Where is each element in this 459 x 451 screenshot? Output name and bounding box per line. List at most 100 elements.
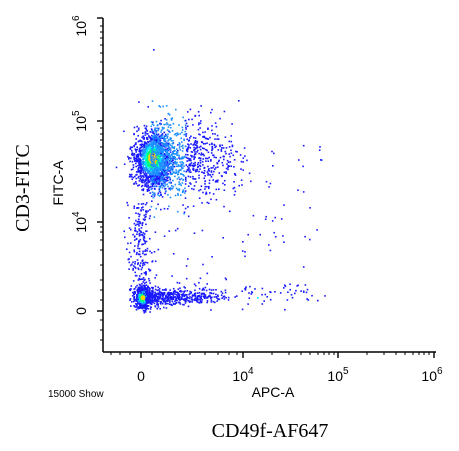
event-dot bbox=[145, 299, 147, 301]
event-dot bbox=[186, 148, 189, 151]
event-dot bbox=[172, 167, 174, 170]
event-dot bbox=[157, 296, 160, 298]
event-dot bbox=[186, 160, 188, 162]
event-dot bbox=[136, 207, 138, 209]
event-dot bbox=[146, 157, 149, 159]
event-dot bbox=[151, 191, 154, 193]
event-dot bbox=[146, 178, 149, 180]
event-dot bbox=[147, 305, 149, 307]
event-dot bbox=[142, 148, 145, 150]
event-dot bbox=[228, 146, 231, 148]
event-dot bbox=[215, 156, 217, 159]
event-dot bbox=[148, 289, 150, 292]
event-dot bbox=[220, 148, 223, 151]
event-dot bbox=[162, 157, 165, 160]
event-dot bbox=[143, 310, 146, 312]
event-dot bbox=[197, 295, 200, 297]
event-dot bbox=[205, 157, 207, 160]
event-dot bbox=[152, 148, 155, 151]
event-dot bbox=[152, 177, 155, 179]
event-dot bbox=[272, 165, 274, 167]
event-dot bbox=[181, 158, 183, 160]
event-dot bbox=[320, 159, 323, 161]
event-dot bbox=[138, 167, 140, 169]
event-dot bbox=[186, 165, 189, 168]
event-dot bbox=[137, 127, 140, 130]
event-dot bbox=[157, 286, 159, 289]
event-dot bbox=[213, 156, 216, 158]
event-dot bbox=[203, 177, 205, 180]
event-dot bbox=[197, 163, 199, 166]
event-dot bbox=[145, 288, 147, 290]
event-dot bbox=[150, 252, 153, 254]
event-dot bbox=[155, 138, 157, 141]
event-dot bbox=[133, 239, 136, 241]
event-dot bbox=[183, 295, 186, 297]
event-dot bbox=[201, 171, 203, 173]
event-dot bbox=[177, 288, 180, 290]
event-dot bbox=[183, 170, 185, 172]
event-dot bbox=[207, 296, 209, 298]
event-dot bbox=[152, 182, 154, 185]
event-dot bbox=[170, 119, 173, 121]
event-dot bbox=[141, 222, 144, 225]
event-dot bbox=[168, 187, 170, 190]
event-dot bbox=[140, 291, 143, 293]
event-dot bbox=[147, 143, 150, 146]
event-dot bbox=[185, 153, 187, 156]
event-dot bbox=[181, 167, 183, 170]
event-dot bbox=[283, 204, 285, 206]
event-dot bbox=[161, 142, 163, 144]
event-dot bbox=[159, 168, 161, 170]
event-dot bbox=[140, 146, 143, 149]
event-dot bbox=[160, 148, 162, 150]
event-dot bbox=[148, 162, 150, 164]
event-dot bbox=[146, 136, 148, 139]
event-dot bbox=[150, 300, 153, 303]
event-dot bbox=[165, 154, 167, 157]
event-dot bbox=[150, 155, 153, 158]
event-dot bbox=[135, 212, 137, 214]
event-dot bbox=[153, 161, 155, 163]
event-dot bbox=[248, 292, 250, 294]
event-dot bbox=[147, 210, 149, 212]
event-dot bbox=[130, 264, 132, 267]
event-dot bbox=[149, 160, 152, 163]
event-dot bbox=[199, 122, 202, 125]
event-dot bbox=[135, 286, 137, 288]
event-dot bbox=[169, 178, 172, 181]
event-dot bbox=[164, 135, 167, 138]
event-dot bbox=[146, 305, 148, 308]
event-dot bbox=[139, 172, 142, 175]
event-dot bbox=[150, 161, 152, 164]
event-dot bbox=[302, 266, 305, 268]
event-dot bbox=[135, 300, 138, 302]
event-dot bbox=[223, 295, 226, 298]
event-dot bbox=[146, 202, 148, 204]
event-dot bbox=[150, 140, 153, 142]
event-dot bbox=[130, 288, 132, 290]
event-dot bbox=[140, 289, 143, 292]
event-dot bbox=[165, 145, 167, 148]
event-dot bbox=[186, 297, 188, 299]
event-dot bbox=[143, 279, 145, 282]
event-dot bbox=[185, 128, 187, 130]
event-dot bbox=[126, 201, 128, 204]
event-dot bbox=[302, 165, 304, 168]
event-dot bbox=[149, 164, 151, 167]
event-dot bbox=[154, 141, 156, 143]
event-dot bbox=[148, 146, 150, 149]
event-dot bbox=[147, 186, 149, 188]
event-dot bbox=[230, 135, 232, 137]
event-dot bbox=[201, 141, 204, 144]
event-dot bbox=[139, 286, 142, 289]
event-dot bbox=[187, 299, 189, 302]
event-dot bbox=[189, 292, 191, 295]
event-dot bbox=[151, 131, 153, 134]
event-dot bbox=[144, 250, 146, 252]
event-dot bbox=[136, 306, 139, 309]
event-dot bbox=[168, 160, 171, 163]
event-dot bbox=[205, 289, 208, 292]
event-dot bbox=[150, 167, 152, 170]
event-dot bbox=[203, 136, 206, 138]
